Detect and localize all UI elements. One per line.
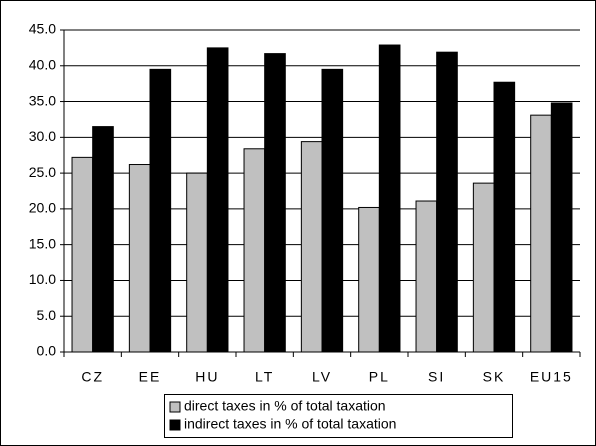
x-tick-label: SI <box>428 369 445 385</box>
bar <box>300 141 323 353</box>
y-tick-label: 35.0 <box>29 92 56 108</box>
x-tick-label: SK <box>483 369 506 385</box>
y-tick-label: 20.0 <box>29 200 56 216</box>
bar <box>358 206 380 353</box>
y-tick-label: 15.0 <box>29 235 56 251</box>
bar <box>71 156 94 353</box>
bar <box>415 200 438 353</box>
y-tick-label: 45.0 <box>29 21 56 37</box>
x-tick-label: LT <box>255 369 274 385</box>
legend-box <box>164 394 513 438</box>
bar <box>321 68 344 353</box>
bar <box>92 126 114 353</box>
bar <box>206 47 229 353</box>
bar <box>493 81 516 353</box>
bar <box>186 172 208 353</box>
x-tick-label: LV <box>312 369 332 385</box>
y-tick-label: 5.0 <box>37 307 57 323</box>
legend-swatch <box>169 401 181 413</box>
legend-label: indirect taxes in % of total taxation <box>184 416 396 432</box>
bar <box>550 102 573 353</box>
bar <box>264 53 286 353</box>
y-tick-label: 30.0 <box>29 128 56 144</box>
bar <box>472 182 495 353</box>
bar <box>436 51 458 353</box>
x-tick-label: HU <box>195 369 219 385</box>
bar <box>243 148 266 353</box>
y-tick-label: 0.0 <box>37 343 57 359</box>
bar <box>149 68 172 353</box>
bar <box>128 164 151 353</box>
bar <box>378 44 401 353</box>
y-tick-label: 40.0 <box>29 56 56 72</box>
x-tick-label: EE <box>139 369 162 385</box>
x-tick-label: EU15 <box>530 369 573 385</box>
legend-swatch <box>169 419 181 431</box>
y-tick-label: 10.0 <box>29 271 56 287</box>
x-tick-label: CZ <box>81 369 104 385</box>
x-tick-label: PL <box>369 369 390 385</box>
bar <box>530 114 552 353</box>
legend-label: direct taxes in % of total taxation <box>184 398 386 414</box>
y-tick-label: 25.0 <box>29 164 56 180</box>
